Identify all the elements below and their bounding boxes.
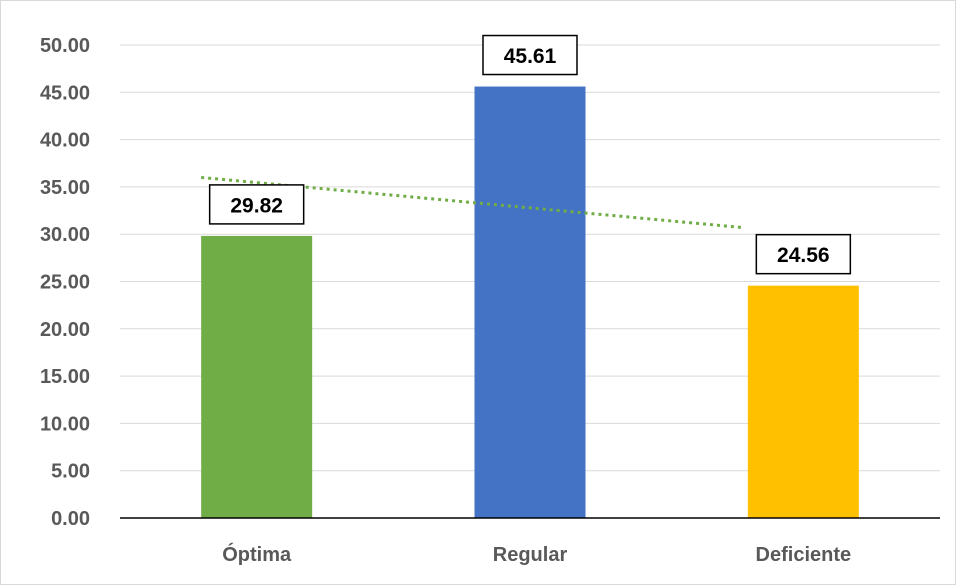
data-labels: 29.82 45.61 24.56 bbox=[208, 34, 852, 275]
bars bbox=[201, 86, 859, 518]
data-label: 45.61 bbox=[504, 45, 557, 68]
y-tick-label: 40.00 bbox=[40, 130, 90, 152]
category-label: Óptima bbox=[222, 542, 292, 566]
y-axis-ticks: 0.00 5.00 10.00 15.00 20.00 25.00 30.00 35.00 40… bbox=[40, 35, 90, 530]
y-tick-label: 50.00 bbox=[40, 35, 90, 57]
data-label-box bbox=[755, 233, 852, 275]
data-label-box bbox=[482, 34, 578, 76]
category-label: Regular bbox=[493, 544, 568, 566]
bar bbox=[201, 235, 313, 518]
y-tick-label: 35.00 bbox=[40, 177, 90, 199]
y-tick-label: 15.00 bbox=[40, 366, 90, 388]
data-label: 24.56 bbox=[777, 244, 830, 267]
data-label: 29.82 bbox=[230, 194, 283, 217]
category-labels: Óptima Regular Deficiente bbox=[222, 542, 851, 566]
y-tick-label: 30.00 bbox=[40, 224, 90, 246]
category-label: Deficiente bbox=[756, 544, 852, 566]
y-tick-label: 10.00 bbox=[40, 413, 90, 435]
y-tick-label: 0.00 bbox=[51, 508, 90, 530]
y-tick-label: 45.00 bbox=[40, 82, 90, 104]
bar bbox=[747, 285, 859, 518]
bar bbox=[474, 86, 586, 518]
data-label-box bbox=[208, 184, 305, 225]
y-tick-label: 25.00 bbox=[40, 272, 90, 294]
y-tick-label: 5.00 bbox=[51, 461, 90, 483]
y-tick-label: 20.00 bbox=[40, 319, 90, 341]
